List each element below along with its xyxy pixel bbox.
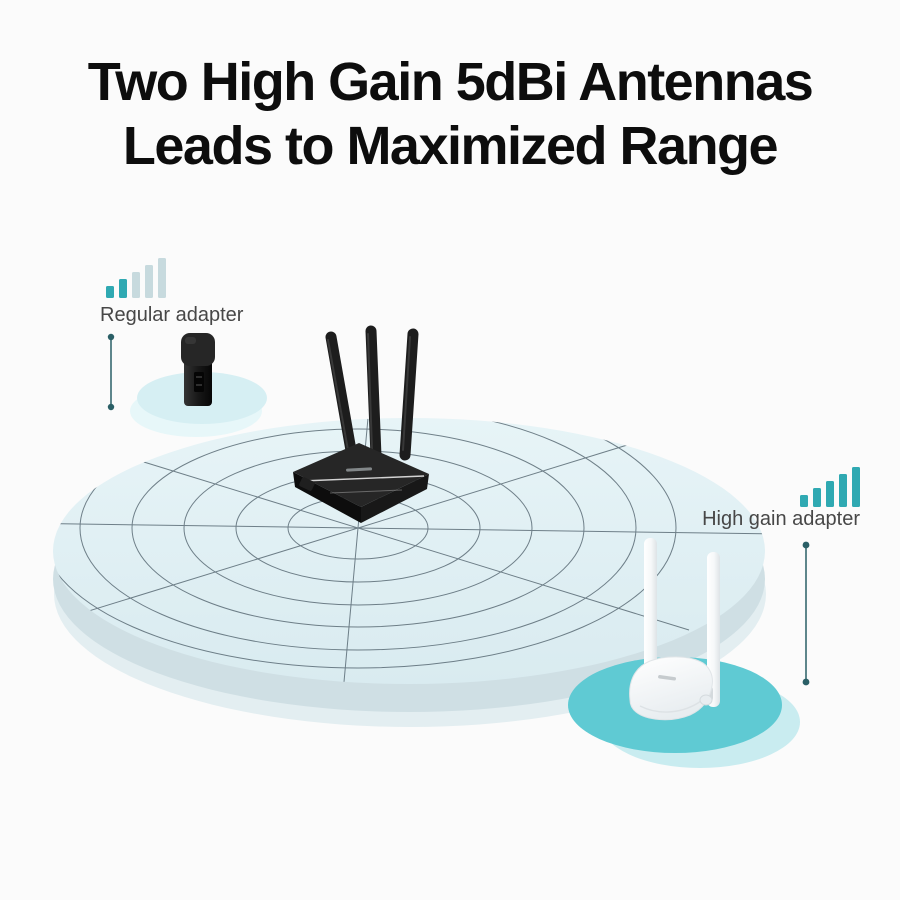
signal-bar — [106, 286, 114, 298]
high-gain-adapter-label: High gain adapter — [702, 508, 860, 530]
white-usb-adapter — [629, 538, 720, 721]
range-rings — [53, 418, 677, 669]
white-antenna-left — [644, 538, 657, 690]
router-antennas — [325, 325, 419, 462]
signal-bar — [158, 258, 166, 298]
signal-bar — [813, 488, 821, 507]
router — [293, 325, 429, 523]
regular-adapter-label: Regular adapter — [100, 304, 244, 326]
title-line-1: Two High Gain 5dBi Antennas — [87, 52, 814, 112]
router-antenna-highlights — [327, 333, 411, 451]
page-title: Two High Gain 5dBi Antennas Leads to Max… — [0, 50, 900, 178]
signal-bar — [800, 495, 808, 507]
disc-top-face — [53, 418, 765, 684]
signal-bar — [119, 279, 127, 298]
black-usb-adapter — [181, 333, 215, 406]
signal-bar — [852, 467, 860, 507]
high-gain-range-dimension-line — [802, 541, 810, 686]
white-adapter-body — [629, 656, 713, 721]
white-antenna-right — [707, 552, 720, 707]
regular-adapter-callout: Regular adapter — [100, 258, 243, 327]
signal-bar — [826, 481, 834, 507]
regular-signal-bars-icon — [106, 258, 243, 298]
coverage-disc — [53, 418, 766, 727]
router-body — [293, 443, 429, 523]
signal-bar — [132, 272, 140, 298]
signal-bar — [839, 474, 847, 507]
signal-bar — [145, 265, 153, 298]
high-gain-signal-bars-icon — [702, 467, 860, 507]
regular-range-dimension-line — [107, 333, 115, 411]
high-gain-adapter-callout: High gain adapter — [702, 467, 860, 531]
title-line-2: Leads to Maximized Range — [122, 116, 779, 176]
range-spokes — [53, 418, 765, 684]
